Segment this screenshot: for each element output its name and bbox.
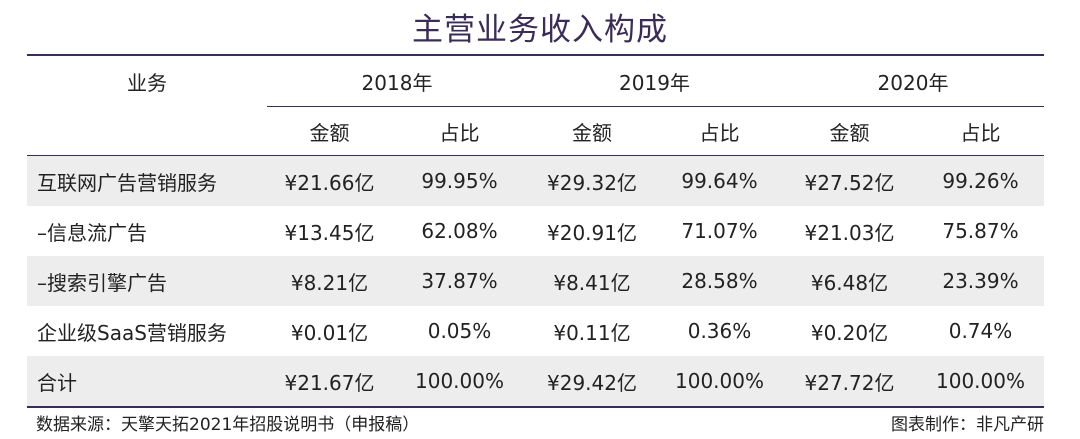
- cell-amount-2019: ¥29.32亿: [527, 155, 657, 206]
- header-year-2018: 2018年: [267, 54, 527, 107]
- header-year-2020: 2020年: [782, 54, 1044, 107]
- cell-share-2018: 0.05%: [427, 319, 492, 343]
- row-name: 合计: [27, 356, 267, 408]
- cell-amount-2019: ¥20.91亿: [547, 220, 637, 245]
- row-name: –信息流广告: [37, 220, 147, 245]
- table-row: –搜索引擎广告 ¥8.21亿 37.87% ¥8.41亿 28.58% ¥6.4…: [27, 256, 1044, 306]
- table-row: 互联网广告营销服务 ¥21.66亿 99.95% ¥29.32亿 99.64% …: [27, 155, 1044, 206]
- header-amount: 金额: [782, 106, 917, 156]
- cell-amount-2020: ¥21.03亿: [804, 220, 895, 245]
- cell-share-2020: 75.87%: [942, 219, 1019, 243]
- cell-amount-2018: ¥8.21亿: [267, 256, 392, 306]
- table-row-total: 合计 ¥21.67亿 100.00% ¥29.42亿 100.00% ¥27.7…: [27, 356, 1044, 408]
- cell-amount-2019: ¥29.42亿: [527, 356, 657, 408]
- cell-amount-2019: ¥0.11亿: [553, 320, 631, 345]
- header-business: 业务: [27, 54, 267, 107]
- header-share: 占比: [917, 106, 1044, 156]
- cell-share-2020: 0.74%: [948, 319, 1013, 343]
- cell-share-2020: 100.00%: [917, 356, 1044, 408]
- table-row: 企业级SaaS营销服务 ¥0.01亿 0.05% ¥0.11亿 0.36% ¥0…: [27, 306, 1044, 356]
- cell-amount-2018: ¥0.01亿: [290, 320, 369, 345]
- cell-share-2018: 99.95%: [392, 155, 527, 206]
- header-amount: 金额: [267, 106, 392, 156]
- cell-share-2018: 62.08%: [421, 219, 498, 243]
- cell-amount-2019: ¥8.41亿: [527, 256, 657, 306]
- credit-note: 图表制作：非凡产研: [891, 415, 1044, 435]
- header-share: 占比: [392, 106, 527, 156]
- row-name: 互联网广告营销服务: [27, 155, 267, 206]
- cell-share-2020: 99.26%: [917, 155, 1044, 206]
- cell-share-2019: 71.07%: [681, 219, 758, 243]
- cell-amount-2018: ¥21.66亿: [267, 155, 392, 206]
- cell-share-2019: 99.64%: [657, 155, 782, 206]
- cell-amount-2020: ¥0.20亿: [810, 320, 889, 345]
- header-year-2019: 2019年: [527, 54, 782, 107]
- cell-share-2019: 100.00%: [657, 356, 782, 408]
- cell-amount-2020: ¥27.52亿: [782, 155, 917, 206]
- cell-share-2018: 37.87%: [392, 256, 527, 306]
- header-empty: [27, 106, 267, 156]
- cell-amount-2020: ¥27.72亿: [782, 356, 917, 408]
- cell-amount-2018: ¥13.45亿: [284, 220, 375, 245]
- header-share: 占比: [657, 106, 782, 156]
- cell-share-2020: 23.39%: [917, 256, 1044, 306]
- cell-share-2019: 0.36%: [687, 319, 752, 343]
- revenue-table: 业务 2018年 2019年 2020年 金额 占比 金额 占比 金额 占比 互…: [27, 54, 1044, 408]
- header-amount: 金额: [527, 106, 657, 156]
- cell-share-2018: 100.00%: [392, 356, 527, 408]
- cell-share-2019: 28.58%: [657, 256, 782, 306]
- table-row: –信息流广告 ¥13.45亿 62.08% ¥20.91亿 71.07% ¥21…: [27, 206, 1044, 256]
- cell-amount-2018: ¥21.67亿: [267, 356, 392, 408]
- row-name: 企业级SaaS营销服务: [37, 320, 227, 345]
- table-title: 主营业务收入构成: [412, 12, 668, 48]
- cell-amount-2020: ¥6.48亿: [782, 256, 917, 306]
- row-name: –搜索引擎广告: [27, 256, 267, 306]
- source-note: 数据来源：天擎天拓2021年招股说明书（申报稿）: [36, 415, 420, 435]
